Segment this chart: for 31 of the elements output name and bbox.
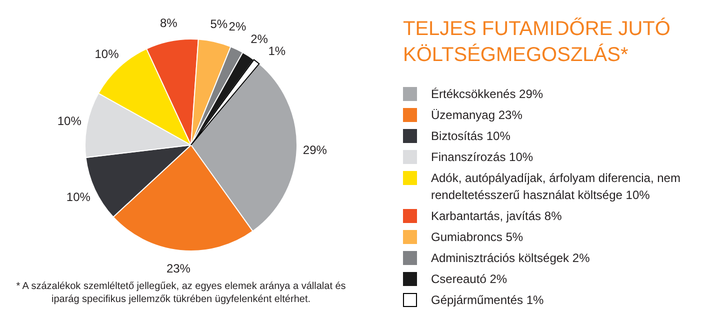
text: 10% [486,129,510,143]
text: 2% [490,272,508,286]
text: 23% [498,108,522,122]
legend-label: Gépjárműmentés [431,293,524,307]
legend-label: Csereautó [431,272,486,286]
legend-label: Üzemanyag [431,108,496,122]
data-label: 5% [210,17,228,32]
text: * A százalékok szemléltető jellegűek, az egyes elemek aránya a vállalat és iparág specifikus jellemzők tükrében ügyfelenként eltérhet. [16,280,346,306]
text: 29% [519,87,544,101]
legend-label: Biztosítás [431,129,484,143]
text: 2% [572,251,590,265]
data-label: 29% [302,142,328,157]
data-label: 2% [250,32,268,46]
data-label: 10% [94,47,120,62]
data-label: 1% [268,44,286,58]
legend-label: Finanszírozás [431,150,506,164]
data-label: 2% [228,20,246,34]
text: TELJES FUTAMIDŐRE JUTÓ KÖLTSÉGMEGOSZLÁS* [403,16,672,68]
data-label: 10% [66,190,91,204]
text: 8% [544,209,562,223]
data-label: 23% [166,261,191,276]
legend-label: Gumiabroncs [431,230,502,244]
legend-label: Karbantartás, javítás [431,209,542,223]
text: 1% [526,293,544,307]
legend-label: Adminisztrációs költségek [431,251,570,265]
data-label: 10% [57,114,82,128]
text: 10% [626,188,650,202]
legend-label: Értékcsökkenés [431,87,516,101]
data-label: 8% [160,16,178,30]
text: 10% [509,150,534,164]
text: 5% [506,230,524,244]
